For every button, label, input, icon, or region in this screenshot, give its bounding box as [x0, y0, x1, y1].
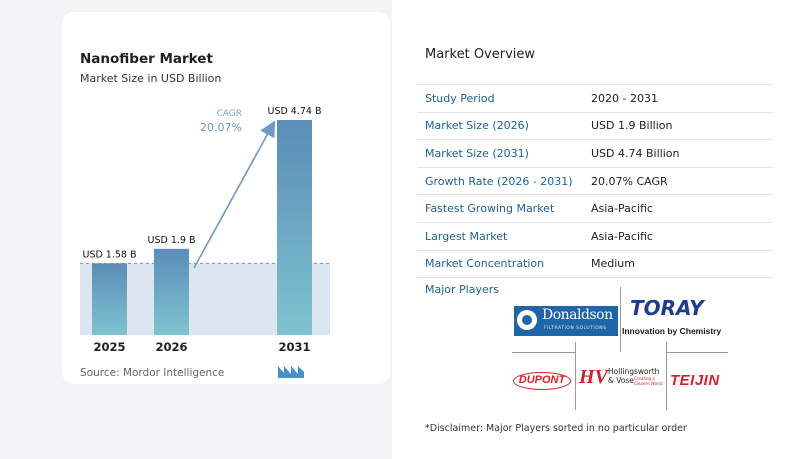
table-row: Market Size (2026) USD 1.9 Billion — [417, 112, 773, 141]
toray-tagline: Innovation by Chemistry — [622, 326, 722, 336]
table-row: Market Size (2031) USD 4.74 Billion — [417, 139, 773, 168]
bar-2026 — [154, 248, 189, 335]
chart-subtitle: Market Size in USD Billion — [80, 72, 222, 85]
hv-line1: Hollingsworth — [608, 367, 660, 376]
dupont-logo: DUPONT — [513, 372, 571, 390]
mordor-logo-icon — [278, 366, 304, 378]
grid-divider — [575, 342, 576, 410]
row-value: 20.07% CAGR — [583, 167, 773, 196]
grid-divider — [512, 352, 575, 353]
bar-value-label: USD 1.9 B — [148, 235, 196, 246]
bar-2031 — [277, 120, 312, 335]
donaldson-tagline: FILTRATION SOLUTIONS — [544, 326, 607, 331]
grid-divider — [666, 342, 667, 410]
row-key: Market Concentration — [417, 250, 583, 279]
x-tick-label: 2026 — [155, 340, 187, 354]
teijin-name: TEIJIN — [670, 372, 720, 389]
table-row: Market Concentration Medium — [417, 250, 773, 279]
dupont-oval-icon — [513, 372, 571, 390]
toray-name: TORAY — [630, 296, 704, 320]
row-value: USD 1.9 Billion — [583, 112, 773, 141]
grid-divider — [666, 352, 728, 353]
bar-value-label: USD 1.58 B — [82, 249, 136, 260]
hollingsworth-vose-logo: HV Hollingsworth & Vose Creating a Clean… — [578, 364, 664, 396]
row-value: USD 4.74 Billion — [583, 139, 773, 168]
major-players-title: Major Players — [425, 283, 499, 296]
hv-tagline: Creating a Cleaner World — [634, 376, 663, 386]
row-value: Medium — [583, 250, 773, 279]
row-key: Market Size (2026) — [417, 112, 583, 141]
row-key: Market Size (2031) — [417, 139, 583, 168]
table-row: Fastest Growing Market Asia-Pacific — [417, 194, 773, 223]
x-tick-label: 2025 — [93, 340, 125, 354]
dupont-name: DUPONT — [518, 374, 566, 386]
cagr-label: CAGR — [216, 109, 242, 119]
row-value: Asia-Pacific — [583, 222, 773, 251]
donaldson-emblem-icon — [517, 310, 537, 330]
table-row: Growth Rate (2026 - 2031) 20.07% CAGR — [417, 167, 773, 196]
table-row: Study Period 2020 - 2031 — [417, 84, 773, 113]
row-value: Asia-Pacific — [583, 194, 773, 223]
teijin-logo: TEIJIN — [670, 372, 732, 390]
row-key: Growth Rate (2026 - 2031) — [417, 167, 583, 196]
hv-line2: & Vose — [608, 376, 634, 385]
row-value: 2020 - 2031 — [583, 84, 773, 113]
cagr-value: 20.07% — [200, 121, 242, 134]
row-key: Largest Market — [417, 222, 583, 251]
grid-divider — [620, 287, 621, 352]
cagr-arrow — [193, 120, 276, 269]
table-row: Largest Market Asia-Pacific — [417, 222, 773, 251]
bar-2025 — [92, 263, 127, 335]
donaldson-logo: Donaldson FILTRATION SOLUTIONS — [514, 306, 618, 336]
hv-mark: HV — [579, 366, 608, 388]
bar-chart: USD 1.58 B 2025 USD 1.9 B 2026 USD 4.74 B 203… — [80, 106, 330, 354]
row-key: Fastest Growing Market — [417, 194, 583, 223]
source-note: Source: Mordor Intelligence — [80, 367, 225, 379]
row-key: Study Period — [417, 84, 583, 113]
toray-logo: TORAY Innovation by Chemistry — [622, 296, 732, 340]
chart-title: Nanofiber Market — [80, 51, 213, 67]
bar-value-label: USD 4.74 B — [267, 106, 321, 117]
overview-title: Market Overview — [425, 47, 536, 62]
disclaimer: *Disclaimer: Major Players sorted in no … — [425, 423, 687, 434]
x-tick-label: 2031 — [278, 340, 310, 354]
donaldson-name: Donaldson — [542, 307, 613, 323]
overview-table: Study Period 2020 - 2031 Market Size (202… — [417, 84, 773, 279]
